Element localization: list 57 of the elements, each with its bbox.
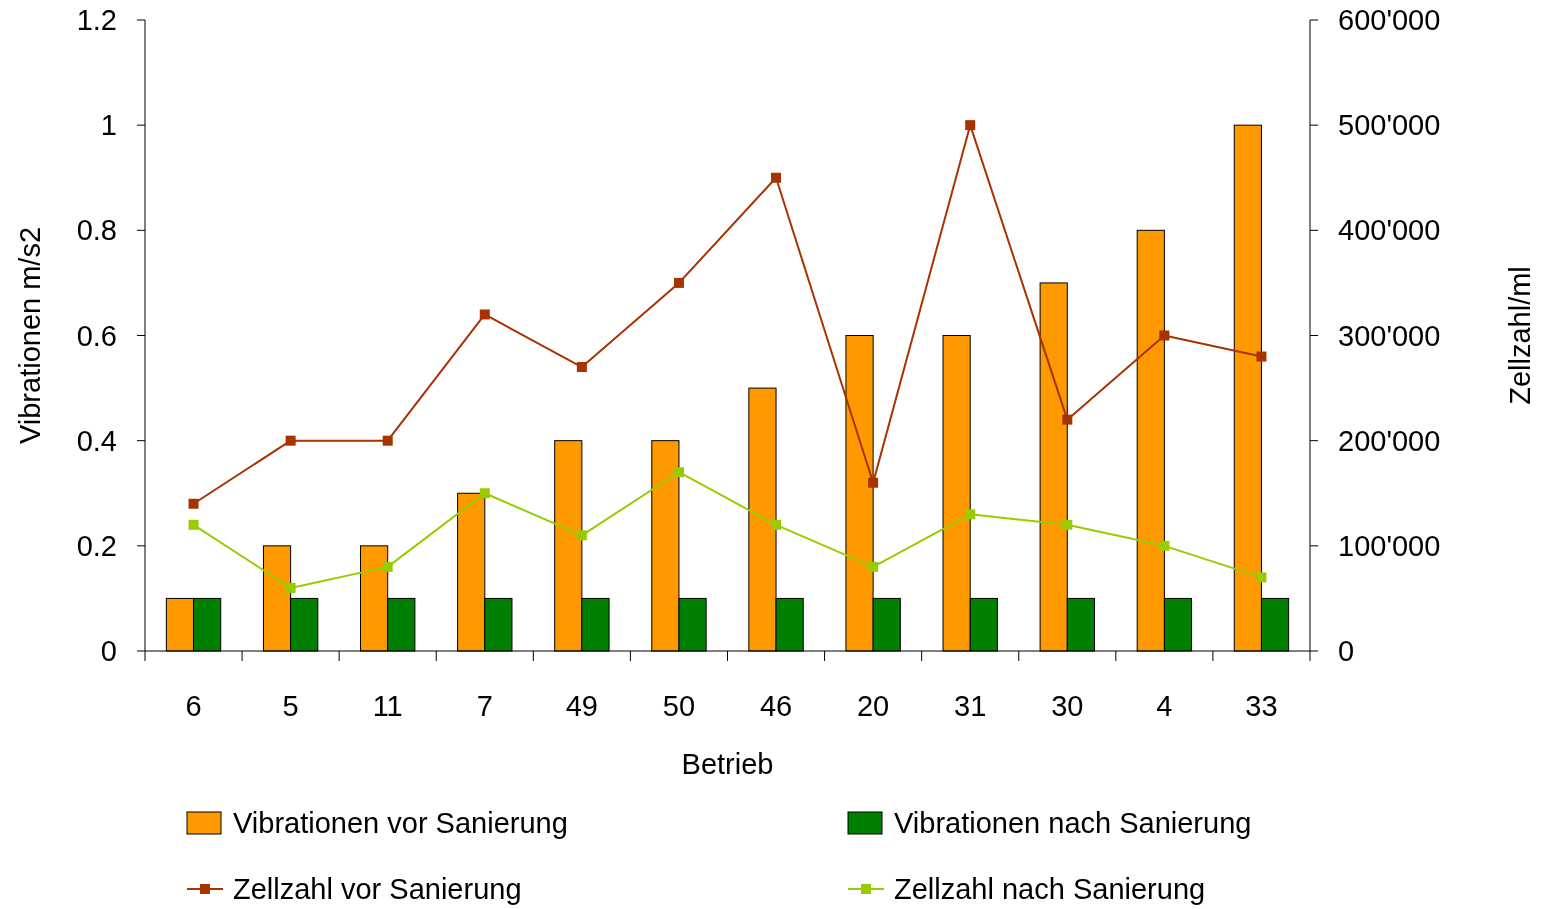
point bbox=[673, 467, 684, 478]
x-tick-label: 20 bbox=[856, 690, 890, 722]
point bbox=[673, 277, 684, 288]
x-tick-label: 31 bbox=[954, 690, 987, 722]
y-tick-label: 0.4 bbox=[76, 424, 117, 457]
y2-tick-label: 100'000 bbox=[1338, 529, 1441, 562]
y-tick-label: 1 bbox=[100, 109, 117, 142]
y2-tick-label: 0 bbox=[1338, 635, 1355, 668]
point bbox=[868, 561, 879, 572]
point bbox=[479, 488, 490, 499]
y-tick-label: 0 bbox=[100, 635, 117, 668]
legend-label: Zellzahl nach Sanierung bbox=[894, 873, 1206, 906]
y-tick-label: 1.2 bbox=[76, 4, 117, 37]
legend-label: Zellzahl vor Sanierung bbox=[233, 873, 522, 906]
y-tick-label: 0.8 bbox=[76, 214, 117, 247]
point bbox=[868, 477, 879, 488]
y-tick-label: 0.2 bbox=[76, 529, 117, 562]
x-tick-label: 50 bbox=[662, 690, 696, 722]
point bbox=[576, 362, 587, 373]
x-tick-label: 11 bbox=[372, 690, 403, 722]
y-axis-title: Vibrationen m/s2 bbox=[14, 226, 46, 445]
x-tick-label: 7 bbox=[476, 690, 493, 722]
y2-axis-title: Zellzahl/ml bbox=[1504, 266, 1536, 405]
x-tick-label: 6 bbox=[185, 690, 202, 722]
x-tick-label: 5 bbox=[282, 690, 299, 722]
point bbox=[965, 120, 976, 131]
y2-tick-label: 600'000 bbox=[1338, 4, 1441, 37]
point bbox=[188, 519, 199, 530]
point bbox=[1256, 572, 1267, 583]
y2-tick-label: 500'000 bbox=[1338, 109, 1441, 142]
point bbox=[479, 309, 490, 320]
point bbox=[285, 582, 296, 593]
x-tick-label: 49 bbox=[565, 690, 599, 722]
legend-label: Vibrationen vor Sanierung bbox=[233, 807, 568, 840]
y-tick-label: 0.6 bbox=[76, 319, 117, 352]
x-axis-title: Betrieb bbox=[681, 748, 774, 780]
y2-tick-label: 200'000 bbox=[1338, 424, 1441, 457]
point bbox=[1062, 519, 1073, 530]
x-tick-label: 33 bbox=[1245, 690, 1278, 722]
point bbox=[576, 530, 587, 541]
point bbox=[965, 509, 976, 520]
point bbox=[382, 435, 393, 446]
point bbox=[771, 519, 782, 530]
point bbox=[188, 498, 199, 509]
x-tick-label: 30 bbox=[1051, 690, 1084, 722]
point bbox=[1159, 540, 1170, 551]
point bbox=[1062, 414, 1073, 425]
legend-label: Vibrationen nach Sanierung bbox=[894, 807, 1252, 840]
point bbox=[1256, 351, 1267, 362]
point bbox=[771, 172, 782, 183]
x-tick-label: 46 bbox=[759, 690, 793, 722]
y2-tick-label: 300'000 bbox=[1338, 319, 1441, 352]
x-tick-label: 4 bbox=[1156, 690, 1173, 722]
point bbox=[382, 561, 393, 572]
point bbox=[285, 435, 296, 446]
point bbox=[1159, 330, 1170, 341]
y2-tick-label: 400'000 bbox=[1338, 214, 1441, 247]
